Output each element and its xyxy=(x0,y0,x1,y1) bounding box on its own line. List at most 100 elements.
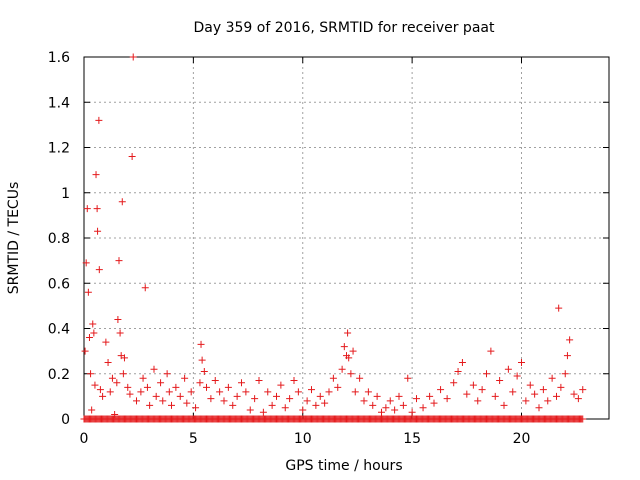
data-point xyxy=(500,401,508,409)
data-point xyxy=(443,395,451,403)
data-point xyxy=(386,397,394,405)
data-point xyxy=(94,227,102,235)
data-point xyxy=(437,386,445,394)
data-point xyxy=(555,304,563,312)
data-point xyxy=(255,377,263,385)
data-point xyxy=(539,386,547,394)
data-point-zero xyxy=(579,415,587,423)
data-point xyxy=(338,365,346,373)
data-point xyxy=(426,392,434,400)
data-point xyxy=(340,343,348,351)
data-point xyxy=(119,370,127,378)
data-point xyxy=(137,388,145,396)
data-point xyxy=(325,388,333,396)
data-point xyxy=(474,397,482,405)
data-point xyxy=(526,381,534,389)
data-point xyxy=(535,404,543,412)
data-point xyxy=(487,347,495,355)
data-point xyxy=(513,372,521,380)
data-point xyxy=(316,392,324,400)
data-point xyxy=(124,383,132,391)
data-point xyxy=(360,397,368,405)
data-point xyxy=(312,401,320,409)
data-point xyxy=(92,171,100,179)
data-point xyxy=(200,367,208,375)
data-point xyxy=(196,379,204,387)
data-point xyxy=(152,392,160,400)
data-point xyxy=(509,388,517,396)
data-point xyxy=(82,259,90,267)
data-point xyxy=(290,377,298,385)
data-point xyxy=(281,404,289,412)
chart-title: Day 359 of 2016, SRMTID for receiver paa… xyxy=(194,20,495,36)
data-point xyxy=(211,377,219,385)
x-tick-label: 20 xyxy=(513,431,531,447)
data-point xyxy=(238,379,245,387)
data-point xyxy=(172,383,180,391)
data-point xyxy=(126,390,134,398)
data-point xyxy=(168,401,175,409)
data-point xyxy=(413,395,420,403)
data-point xyxy=(99,392,107,400)
data-point xyxy=(251,395,259,403)
data-point xyxy=(454,367,462,375)
data-point xyxy=(84,288,92,296)
data-point xyxy=(150,365,158,373)
data-point xyxy=(303,397,311,405)
data-point xyxy=(89,320,97,328)
y-tick-label: 1.6 xyxy=(48,50,70,66)
data-point xyxy=(81,347,89,355)
data-point xyxy=(139,374,147,382)
data-point xyxy=(115,257,123,265)
data-point xyxy=(113,379,121,387)
data-point xyxy=(108,374,116,382)
data-point xyxy=(197,340,205,348)
data-point xyxy=(93,205,101,213)
data-point xyxy=(198,356,206,364)
data-point xyxy=(458,358,466,366)
data-point xyxy=(106,388,114,396)
data-point xyxy=(96,386,104,394)
y-tick-label: 0.4 xyxy=(48,322,70,338)
data-point xyxy=(165,388,173,396)
x-axis: 0 5 10 15 20 xyxy=(80,57,531,447)
data-point xyxy=(120,354,128,362)
x-axis-label: GPS time / hours xyxy=(285,458,402,474)
data-point xyxy=(561,370,569,378)
data-point xyxy=(159,397,167,405)
data-point xyxy=(491,392,499,400)
data-point xyxy=(347,370,355,378)
data-point xyxy=(404,374,412,382)
data-point xyxy=(334,383,342,391)
data-point xyxy=(382,404,390,412)
data-point xyxy=(128,153,136,161)
data-point xyxy=(104,358,112,366)
data-point xyxy=(329,374,337,382)
data-point xyxy=(91,381,99,389)
data-point xyxy=(87,370,95,378)
data-point xyxy=(163,370,171,378)
data-point xyxy=(419,404,427,412)
data-point xyxy=(531,390,539,398)
data-point xyxy=(544,397,552,405)
data-point xyxy=(203,383,210,391)
data-point xyxy=(220,397,228,405)
data-point xyxy=(369,401,377,409)
data-point xyxy=(344,329,352,337)
data-point xyxy=(308,386,315,394)
data-point xyxy=(364,388,372,396)
data-point xyxy=(224,383,232,391)
data-point xyxy=(570,390,578,398)
data-point xyxy=(574,395,582,403)
data-point xyxy=(518,358,525,366)
data-point xyxy=(294,388,302,396)
data-point xyxy=(268,401,276,409)
data-point xyxy=(157,379,165,387)
data-series xyxy=(80,53,587,423)
data-point xyxy=(207,395,215,403)
data-point xyxy=(430,399,438,407)
data-point xyxy=(183,399,191,407)
data-point xyxy=(273,392,280,400)
